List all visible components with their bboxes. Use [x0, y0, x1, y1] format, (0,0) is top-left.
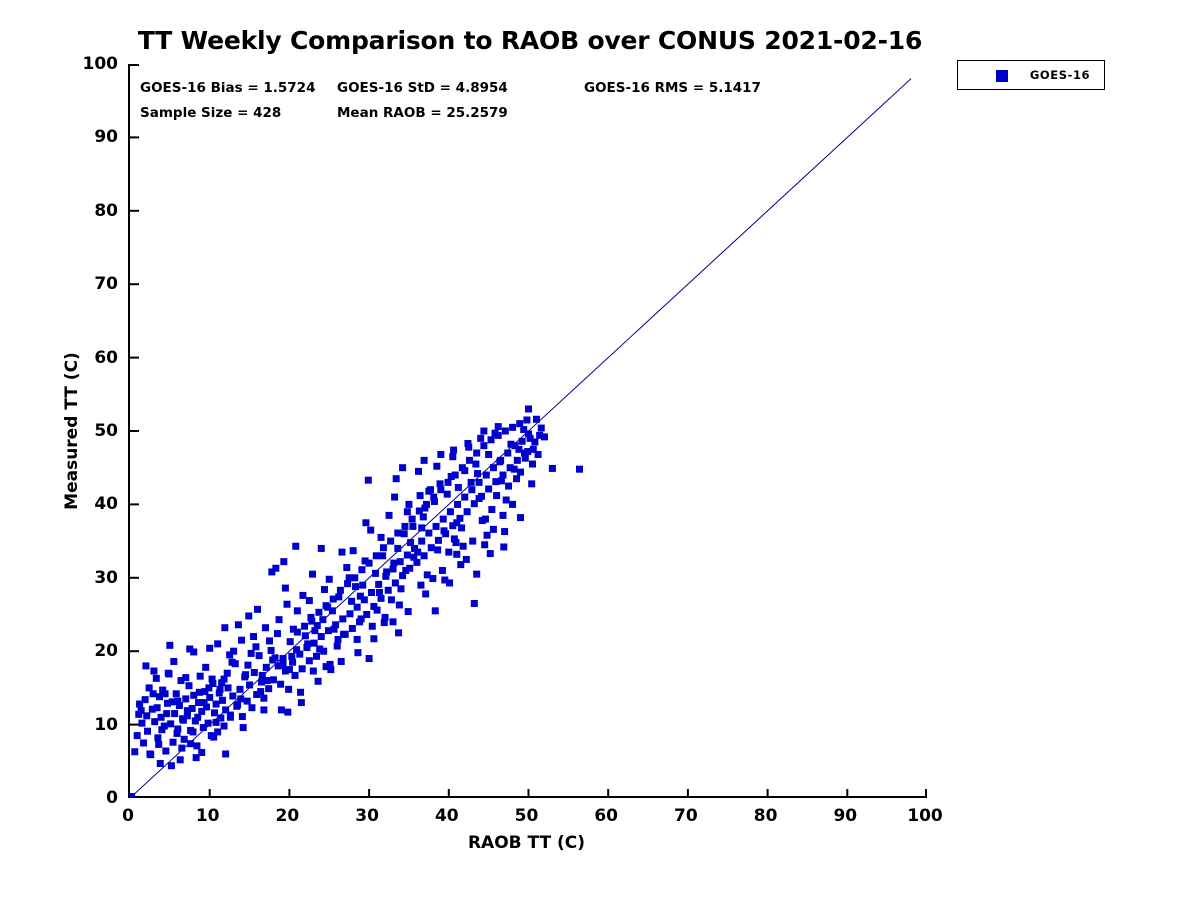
y-tick-10: 10 — [94, 714, 118, 735]
plot-canvas — [130, 64, 927, 798]
stat-bias: GOES-16 Bias = 1.5724 — [140, 80, 316, 96]
legend[interactable]: GOES-16 — [957, 60, 1105, 90]
x-tick-30: 30 — [355, 806, 379, 826]
legend-label-goes-16: GOES-16 — [1029, 68, 1091, 82]
y-tick-30: 30 — [94, 567, 118, 588]
y-tick-70: 70 — [94, 274, 118, 295]
x-axis-label: RAOB TT (C) — [467, 833, 586, 853]
x-tick-50: 50 — [514, 806, 539, 826]
x-tick-70: 70 — [674, 806, 698, 826]
x-tick-0: 0 — [122, 806, 134, 826]
x-tick-90: 90 — [833, 806, 858, 826]
y-axis-tick-labels: 0 10 20 30 40 50 60 70 80 90 100 — [52, 54, 119, 808]
scatter-series-goes-16 — [130, 405, 584, 798]
y-tick-90: 90 — [94, 127, 118, 148]
y-tick-0: 0 — [106, 788, 118, 808]
x-tick-20: 20 — [275, 806, 300, 826]
stat-mean-raob: Mean RAOB = 25.2579 — [337, 105, 508, 121]
x-tick-60: 60 — [594, 806, 619, 826]
plot-area — [128, 64, 927, 798]
page-title: TT Weekly Comparison to RAOB over CONUS … — [137, 26, 923, 55]
x-tick-40: 40 — [434, 806, 459, 826]
y-tick-60: 60 — [94, 347, 118, 368]
x-tick-10: 10 — [195, 806, 220, 826]
legend-swatch-goes-16 — [996, 70, 1008, 82]
y-tick-20: 20 — [94, 641, 118, 662]
stat-rms: GOES-16 RMS = 5.1417 — [584, 80, 761, 96]
x-axis-tick-labels: 0 10 20 30 40 50 60 70 80 90 100 — [122, 806, 943, 836]
stat-std: GOES-16 StD = 4.8954 — [337, 80, 508, 96]
stat-sample-size: Sample Size = 428 — [140, 105, 282, 121]
y-tick-50: 50 — [94, 421, 118, 441]
x-tick-80: 80 — [753, 806, 778, 826]
y-tick-100: 100 — [82, 54, 119, 74]
x-tick-100: 100 — [907, 806, 943, 826]
y-tick-80: 80 — [94, 200, 118, 221]
y-axis-label: Measured TT (C) — [62, 352, 82, 510]
y-tick-40: 40 — [94, 494, 118, 515]
